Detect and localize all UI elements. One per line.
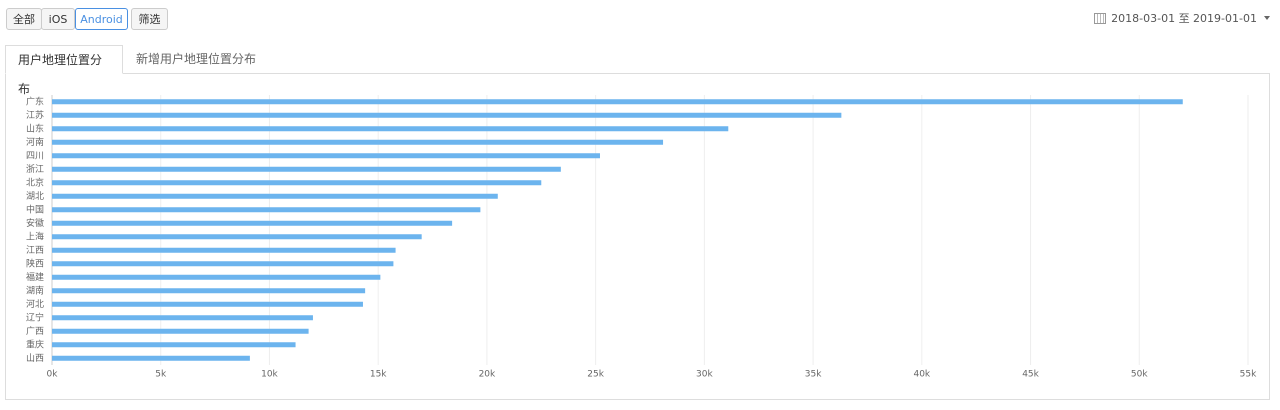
bar (52, 126, 729, 132)
y-tick-label: 北京 (26, 176, 44, 188)
bar (52, 328, 309, 334)
bar (52, 234, 422, 240)
x-tick-label: 15k (370, 370, 387, 380)
x-tick-label: 40k (913, 370, 930, 380)
y-tick-label: 河南 (26, 136, 44, 148)
bar (52, 112, 842, 118)
x-tick-label: 55k (1240, 370, 1257, 380)
bar (52, 342, 296, 348)
bar (52, 207, 481, 213)
y-tick-label: 辽宁 (26, 311, 44, 323)
calendar-icon (1094, 12, 1107, 24)
bar (52, 193, 498, 199)
x-tick-label: 45k (1022, 370, 1039, 380)
bar (52, 247, 396, 253)
y-tick-label: 广西 (26, 325, 44, 337)
bar (52, 166, 561, 172)
bar (52, 355, 250, 361)
x-tick-label: 30k (696, 370, 713, 380)
x-tick-label: 5k (155, 370, 167, 380)
button[interactable]: iOS (41, 8, 75, 30)
bar (52, 139, 664, 145)
y-tick-label: 江苏 (26, 109, 44, 121)
y-tick-label: 浙江 (26, 163, 44, 175)
x-tick-label: 25k (587, 370, 604, 380)
x-tick-label: 50k (1131, 370, 1148, 380)
y-tick-label: 安徽 (26, 217, 44, 229)
y-tick-label: 山西 (26, 353, 44, 364)
caret (1264, 16, 1270, 20)
y-tick-label: 湖南 (26, 284, 44, 296)
bar (52, 153, 600, 159)
y-tick-label: 湖北 (26, 191, 44, 202)
bar (52, 301, 363, 307)
y-tick-label: 河北 (26, 298, 44, 310)
y-tick-label: 重庆 (26, 338, 44, 350)
bar (52, 315, 313, 321)
y-tick-label: 中国 (26, 203, 44, 215)
x-tick-label: 20k (479, 370, 496, 380)
y-tick-label: 江西 (26, 245, 44, 256)
bar (52, 99, 1183, 105)
x-tick-label: 35k (805, 370, 822, 380)
tab[interactable]: 用户地理位置分布 (5, 45, 123, 96)
bar (52, 220, 453, 226)
y-tick-label: 上海 (26, 230, 44, 242)
date-picker[interactable]: 2018-03-01 至 2019-01-01 (1094, 10, 1270, 26)
chart-panel (5, 73, 1270, 400)
y-tick-label: 四川 (26, 151, 44, 161)
y-tick-label: 福建 (26, 271, 44, 283)
bar (52, 180, 542, 186)
tab[interactable]: 新增用户地理位置分布 (136, 52, 257, 66)
date-range: 2018-03-01 至 2019-01-01 (1111, 12, 1257, 25)
y-tick-label: 山东 (26, 122, 44, 134)
bar (52, 274, 381, 280)
y-tick-label: 陕西 (26, 257, 44, 269)
x-tick-label: 10k (261, 370, 278, 380)
bar (52, 288, 366, 294)
y-tick-label: 广东 (26, 95, 44, 107)
bar (52, 261, 394, 267)
button[interactable]: Android (75, 8, 128, 30)
x-tick-label: 0k (47, 370, 59, 380)
button[interactable]: 筛选 (131, 8, 168, 30)
